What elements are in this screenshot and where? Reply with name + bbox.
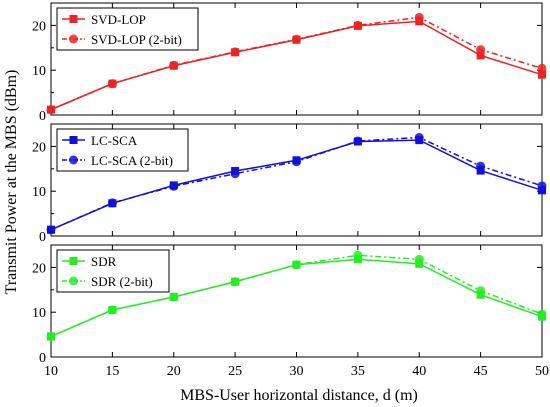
data-point-circle [537,181,547,191]
legend-marker-circle [69,155,78,165]
y-tick-label: 20 [32,261,46,276]
x-tick-label: 30 [290,364,304,379]
data-point-circle [230,277,240,287]
legend-label: LC-SCA [91,133,138,148]
legend-marker-square [69,257,78,265]
data-point-circle [230,47,240,57]
y-tick-label: 10 [32,306,46,321]
legend-marker-square [69,136,78,144]
legend-label: SVD-LOP (2-bit) [91,32,182,47]
data-point-circle [414,132,424,142]
data-point-circle [46,105,56,115]
data-point-circle [169,181,179,191]
x-tick-label: 45 [474,364,488,379]
data-point-circle [414,254,424,264]
y-tick-label: 10 [32,64,46,79]
y-tick-label: 0 [39,109,46,124]
x-axis-title: MBS-User horizontal distance, d (m) [180,387,418,404]
data-point-circle [107,305,117,315]
y-tick-label: 20 [32,19,46,34]
legend-label: LC-SCA (2-bit) [91,153,173,168]
data-point-circle [292,157,301,167]
data-point-circle [537,309,547,319]
data-point-square [476,51,485,60]
y-tick-label: 0 [39,230,46,245]
data-point-circle [292,260,301,270]
x-tick-label: 50 [535,364,549,379]
x-tick-label: 15 [105,364,119,379]
panel-1: 0 10 20 SVD-LOP SVD-LOP (2-bit) [32,2,547,124]
legend-box [56,128,189,172]
legend-marker-circle [69,276,78,286]
data-point-circle [46,225,56,235]
x-tick-label: 20 [167,364,181,379]
data-point-circle [230,169,240,179]
data-point-circle [353,20,363,30]
panel-2: 0 10 20 LC-SCA LC-SCA (2-bit) [32,123,547,245]
data-point-circle [414,12,424,22]
data-point-circle [353,250,363,260]
data-point-square [538,70,546,79]
data-point-circle [169,60,179,70]
data-point-circle [169,292,179,302]
data-point-circle [537,63,547,73]
y-axis-title: Transmit Power at the MBS (dBm) [3,70,20,295]
data-point-circle [107,79,117,89]
legend-label: SDR (2-bit) [91,274,153,289]
y-tick-label: 20 [32,140,46,155]
y-tick-label: 0 [39,351,46,366]
data-point-circle [476,45,486,55]
x-tick-label: 35 [351,364,365,379]
y-tick-label: 10 [32,185,46,200]
legend-box [56,7,199,51]
data-point-circle [476,286,486,296]
legend-label: SDR [91,254,117,269]
x-tick-label: 10 [44,364,58,379]
legend-marker-square [69,15,78,23]
data-point-circle [292,34,301,44]
data-point-circle [46,331,56,341]
data-point-circle [107,198,117,208]
data-point-circle [353,136,363,146]
legend-label: SVD-LOP [91,12,146,27]
x-tick-label: 40 [412,364,426,379]
data-point-circle [476,161,486,171]
legend-marker-circle [69,34,78,44]
x-tick-label: 25 [228,364,242,379]
